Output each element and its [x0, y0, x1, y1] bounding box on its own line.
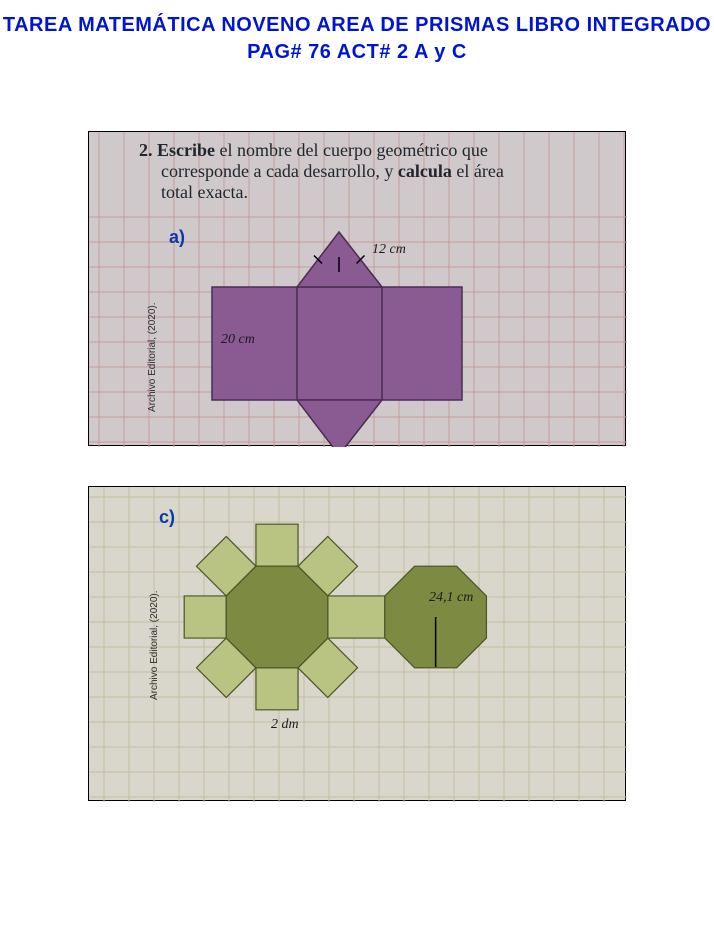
figure-c: c) Archivo Editorial, (2020). 24,1 cm 2 … — [88, 486, 626, 801]
figure-a: 2. Escribe el nombre del cuerpo geométri… — [88, 131, 626, 446]
title-line2: PAG# 76 ACT# 2 A y C — [3, 39, 711, 66]
dim-12cm: 12 cm — [372, 242, 406, 258]
figures-container: 2. Escribe el nombre del cuerpo geométri… — [88, 131, 626, 801]
dim-20cm: 20 cm — [221, 332, 255, 348]
dim-2dm: 2 dm — [271, 717, 299, 733]
net-c-shape — [89, 487, 627, 802]
title-line1: TAREA MATEMÁTICA NOVENO AREA DE PRISMAS … — [3, 12, 711, 39]
dim-241cm: 24,1 cm — [429, 590, 473, 606]
page-title: TAREA MATEMÁTICA NOVENO AREA DE PRISMAS … — [3, 12, 711, 66]
net-a-shape — [89, 132, 627, 447]
